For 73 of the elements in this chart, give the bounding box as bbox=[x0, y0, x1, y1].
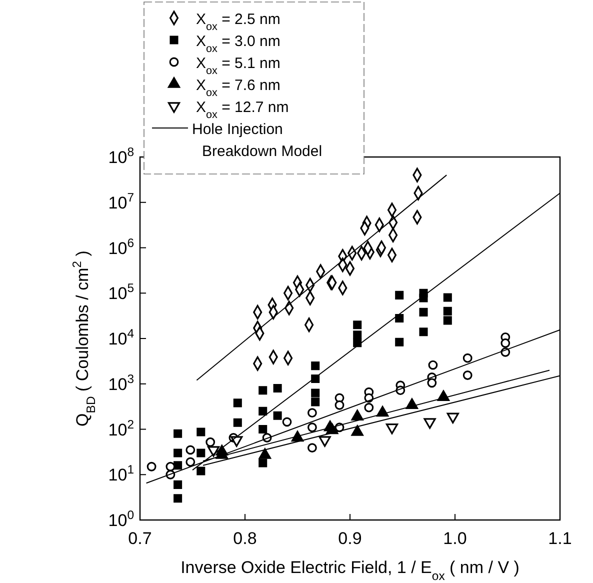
point bbox=[311, 388, 320, 398]
point bbox=[307, 443, 317, 453]
point bbox=[443, 306, 452, 316]
point bbox=[353, 338, 362, 348]
legend-label: X$_{ox}$ = 2.5 nm bbox=[196, 11, 280, 33]
y-tick-label: 10$^{6}$ bbox=[108, 236, 134, 258]
point bbox=[395, 338, 404, 346]
point bbox=[428, 360, 438, 370]
y-tick-label: 10$^{0}$ bbox=[108, 508, 134, 530]
point bbox=[307, 422, 317, 432]
point bbox=[206, 437, 216, 447]
y-tick-label: 10$^{4}$ bbox=[108, 326, 134, 348]
point bbox=[351, 425, 364, 436]
point bbox=[273, 384, 282, 393]
point bbox=[334, 400, 344, 410]
legend-label: Hole Injection Breakdown Model bbox=[192, 121, 322, 160]
point bbox=[258, 386, 268, 395]
point bbox=[406, 398, 418, 409]
point bbox=[174, 480, 182, 489]
point bbox=[282, 417, 292, 427]
point bbox=[462, 370, 472, 380]
legend-label: X$_{ox}$ = 7.6 nm bbox=[196, 77, 280, 99]
y-tick-label: 10$^{5}$ bbox=[108, 281, 134, 304]
point bbox=[419, 294, 428, 302]
x-tick-label: 1.0 bbox=[443, 529, 467, 548]
point bbox=[437, 390, 450, 401]
x-tick-label: 0.7 bbox=[128, 529, 152, 548]
point bbox=[462, 353, 472, 363]
point bbox=[311, 362, 320, 370]
point bbox=[419, 308, 428, 316]
point bbox=[186, 457, 196, 467]
point bbox=[500, 338, 510, 348]
legend-label: X$_{ox}$ = 3.0 nm bbox=[196, 33, 280, 55]
point bbox=[427, 378, 437, 388]
point bbox=[196, 448, 206, 458]
point bbox=[353, 330, 362, 340]
point bbox=[307, 408, 317, 418]
y-tick-label: 10$^{1}$ bbox=[108, 462, 134, 485]
point bbox=[233, 418, 242, 427]
point bbox=[395, 290, 404, 300]
point bbox=[186, 445, 196, 455]
legend-label: X$_{ox}$ = 5.1 nm bbox=[196, 55, 280, 77]
point bbox=[196, 428, 206, 436]
point bbox=[395, 314, 404, 322]
legend-label: X$_{ox}$ = 12.7 nm bbox=[196, 99, 289, 121]
point bbox=[419, 328, 428, 336]
point bbox=[174, 448, 182, 458]
point bbox=[166, 462, 176, 472]
point bbox=[196, 466, 206, 476]
point bbox=[258, 424, 268, 434]
point bbox=[146, 462, 156, 472]
point bbox=[233, 398, 242, 408]
y-tick-label: 10$^{3}$ bbox=[108, 372, 134, 394]
point bbox=[364, 402, 374, 412]
x-tick-label: 0.8 bbox=[233, 529, 257, 548]
y-tick-label: 10$^{2}$ bbox=[108, 417, 134, 440]
point bbox=[258, 406, 268, 416]
x-tick-label: 0.9 bbox=[338, 529, 362, 548]
point bbox=[174, 494, 182, 503]
y-tick-label: 10$^{8}$ bbox=[108, 145, 134, 167]
point bbox=[258, 448, 272, 459]
point bbox=[443, 316, 452, 325]
point bbox=[443, 293, 452, 302]
point bbox=[351, 410, 364, 420]
point bbox=[353, 320, 362, 330]
point bbox=[311, 398, 320, 406]
point bbox=[174, 429, 182, 438]
point bbox=[174, 461, 182, 470]
y-tick-label: 10$^{7}$ bbox=[108, 190, 134, 212]
point bbox=[273, 411, 282, 420]
x-tick-label: 1.1 bbox=[548, 529, 572, 548]
x-axis-title: Inverse Oxide Electric Field, 1 / E$_{ox}$ ( nm / V ) bbox=[180, 558, 520, 583]
point bbox=[258, 458, 268, 468]
